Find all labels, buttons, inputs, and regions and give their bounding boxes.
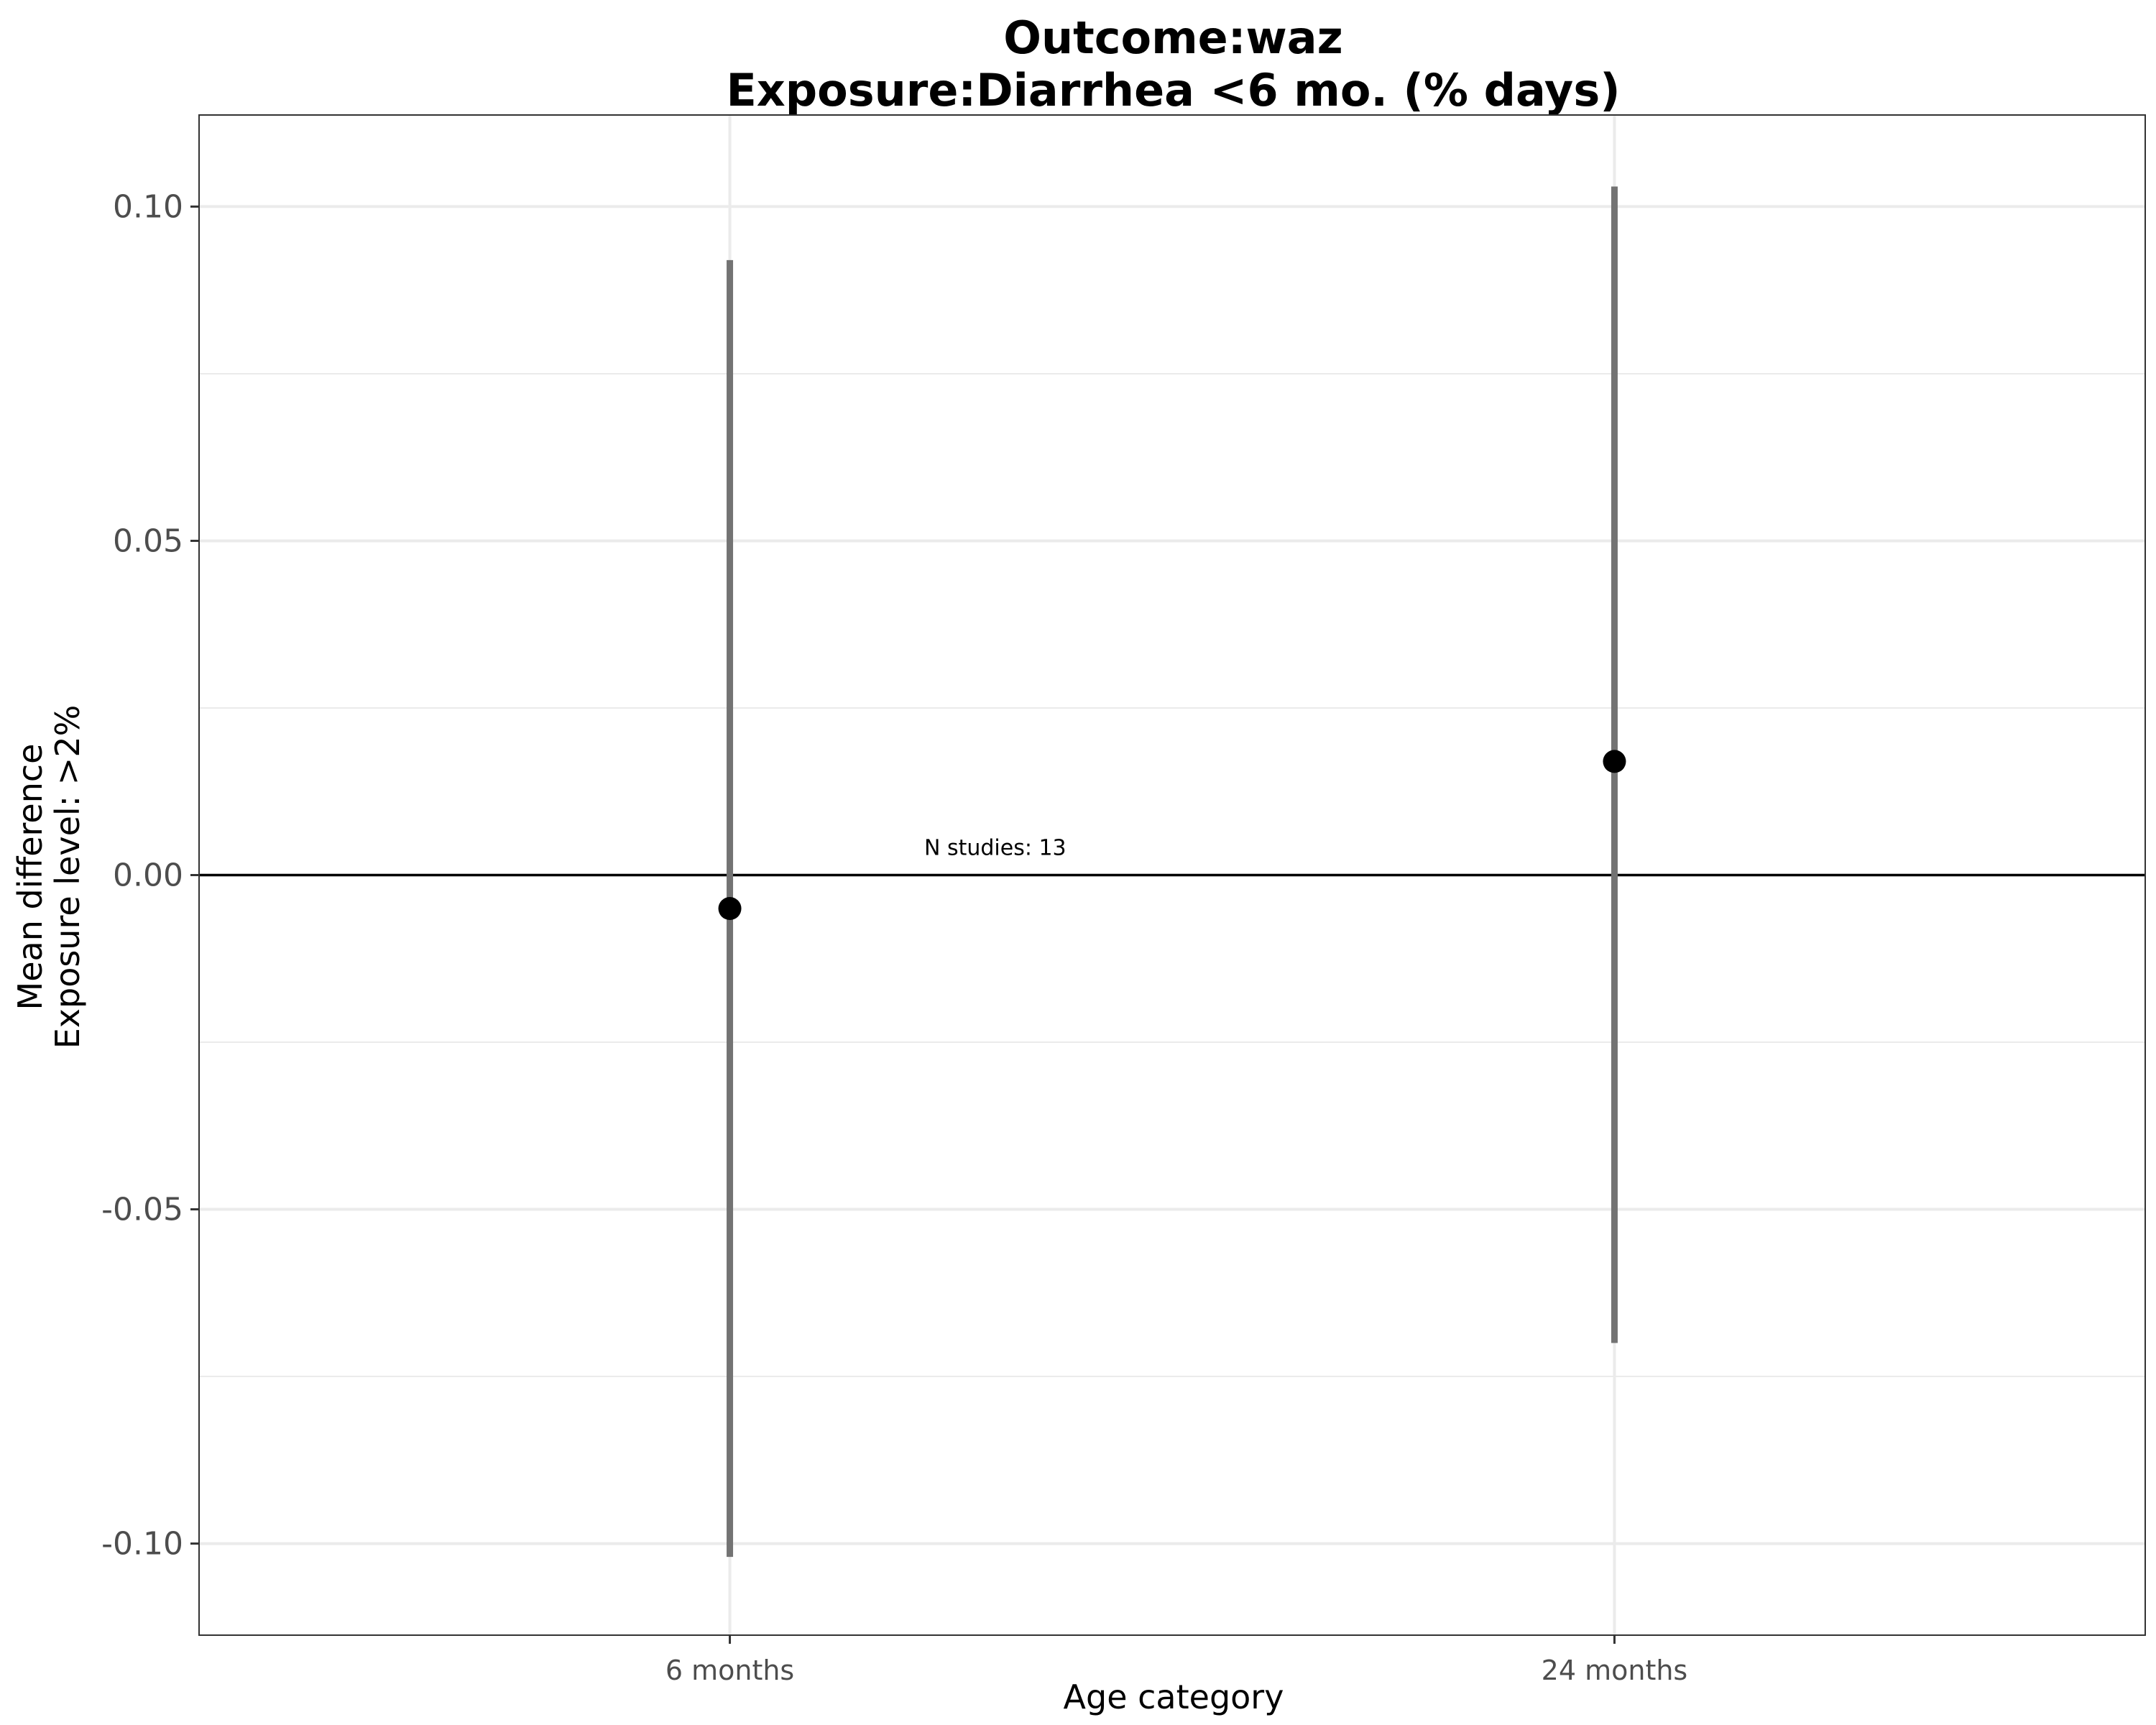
y-axis-title-line-2: Exposure level: >2%: [48, 705, 87, 1049]
n-studies-annotation: N studies: 13: [924, 836, 1067, 861]
y-tick-label: 0.05: [113, 523, 183, 559]
chart-title-line-1: Outcome:waz: [1003, 12, 1343, 64]
grid-minor: [199, 372, 2145, 1378]
y-tick-label: -0.10: [101, 1526, 183, 1563]
x-axis-title: Age category: [1064, 1678, 1284, 1716]
points: [718, 750, 1626, 921]
intervals: [727, 186, 1618, 1558]
y-axis-title-line-1: Mean difference: [11, 744, 50, 1011]
chart-title-line-2: Exposure:Diarrhea <6 mo. (% days): [726, 64, 1621, 116]
y-tick-label: -0.05: [101, 1192, 183, 1228]
x-tick-label: 6 months: [665, 1655, 794, 1686]
point-estimate: [718, 897, 742, 921]
y-axis-title: Mean difference Exposure level: >2%: [11, 705, 87, 1049]
point-estimate: [1603, 750, 1626, 773]
y-tick-label: 0.00: [113, 857, 183, 894]
x-axis: 6 months 24 months: [665, 1635, 1687, 1686]
y-axis: 0.10 0.05 0.00 -0.05 -0.10: [101, 188, 199, 1563]
y-tick-label: 0.10: [113, 188, 183, 225]
x-tick-label: 24 months: [1542, 1655, 1688, 1686]
